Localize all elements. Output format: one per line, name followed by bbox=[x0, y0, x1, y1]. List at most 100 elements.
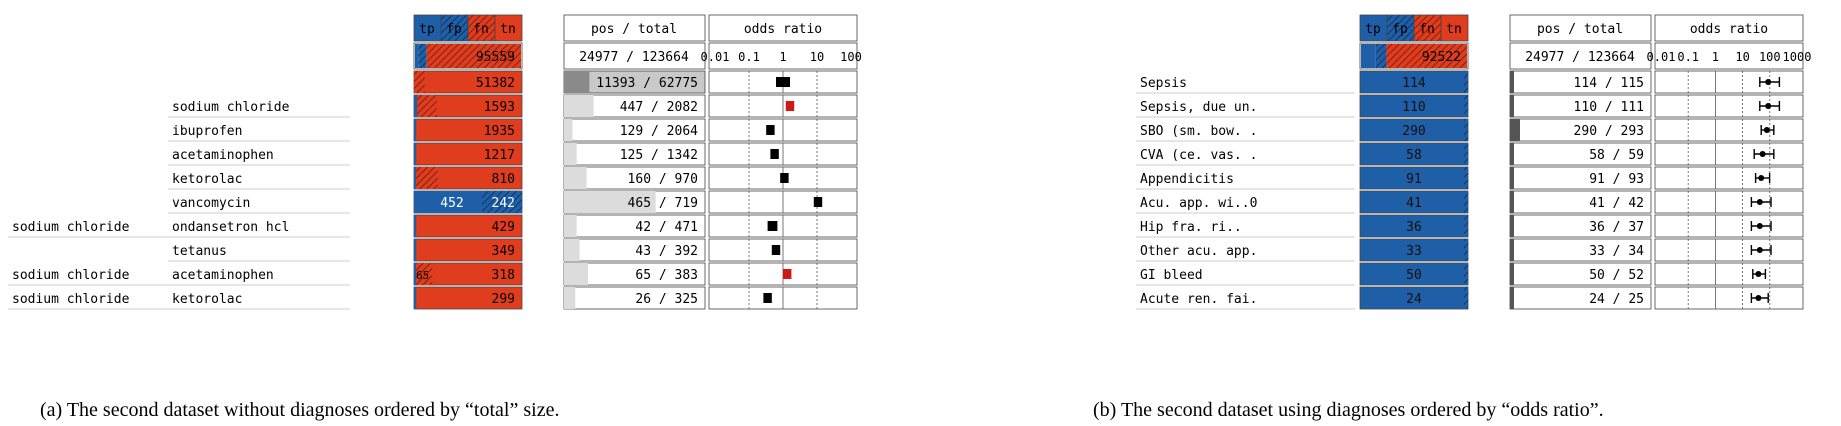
header-tp-cell bbox=[413, 14, 442, 42]
panel-a-caption: (a) The second dataset without diagnoses… bbox=[40, 399, 559, 421]
tp-segment bbox=[414, 167, 417, 189]
fn-segment bbox=[1464, 191, 1468, 213]
header-tp-label: tp bbox=[419, 22, 435, 37]
tp-segment bbox=[414, 143, 417, 165]
fn-segment bbox=[1464, 167, 1468, 189]
panel-b-rows: Sepsis 114 114 / 115 Sepsis, due un. 110 110 … bbox=[1136, 70, 1804, 310]
table-row: tetanus 349 43 / 392 bbox=[168, 238, 858, 262]
postotal-fill bbox=[1510, 143, 1514, 165]
odds-point bbox=[813, 197, 823, 207]
panel-b-header: tp fp fn tn pos / total odds ratio bbox=[1359, 14, 1804, 42]
table-row: sodium chloride ondansetron hcl 429 42 / 47… bbox=[8, 214, 858, 238]
table-row: Sepsis 114 114 / 115 bbox=[1136, 70, 1804, 94]
tp-segment bbox=[414, 95, 418, 117]
table-row: vancomycin 452 242 465 / 719 bbox=[168, 190, 858, 214]
fn-count: 51382 bbox=[476, 76, 515, 91]
fn-segment bbox=[1464, 95, 1468, 117]
odds-point bbox=[766, 125, 775, 135]
postotal-fill bbox=[564, 215, 577, 237]
odds-point bbox=[1758, 175, 1765, 181]
postotal-fill bbox=[564, 143, 577, 165]
row-label: Acute ren. fai. bbox=[1140, 292, 1257, 307]
postotal-fill bbox=[564, 167, 587, 189]
tp-count: 110 bbox=[1402, 100, 1425, 115]
table-row: GI bleed 50 50 / 52 bbox=[1136, 262, 1804, 286]
row-label: Hip fra. ri.. bbox=[1140, 220, 1242, 235]
row-label: Appendicitis bbox=[1140, 172, 1234, 187]
table-row: Acute ren. fai. 24 24 / 25 bbox=[1136, 286, 1804, 310]
row-label-secondary: tetanus bbox=[172, 244, 227, 259]
odds-tick-label: 100 bbox=[840, 50, 862, 64]
table-row: acetaminophen 1217 125 / 1342 bbox=[168, 142, 858, 166]
header-postotal-cell bbox=[1509, 14, 1652, 42]
odds-point bbox=[1756, 247, 1763, 253]
row-label: GI bleed bbox=[1140, 268, 1203, 283]
fn-segment bbox=[1464, 263, 1468, 285]
panel-a-rows: 51382 11393 / 62775 sodium chloride 1593 447… bbox=[8, 70, 858, 310]
row-label-secondary: ketorolac bbox=[172, 292, 242, 307]
odds-tick-label: 0.01 bbox=[701, 50, 730, 64]
header-odds-label: odds ratio bbox=[744, 22, 822, 37]
fn-segment bbox=[1464, 71, 1468, 93]
odds-point bbox=[770, 149, 779, 159]
fp-segment bbox=[416, 167, 438, 189]
postotal-value: 26 / 325 bbox=[635, 292, 698, 307]
row-label-secondary: ketorolac bbox=[172, 172, 242, 187]
odds-tick-label: 1000 bbox=[1783, 50, 1812, 64]
header-fp-label: fp bbox=[1392, 22, 1408, 37]
table-row: Hip fra. ri.. 36 36 / 37 bbox=[1136, 214, 1804, 238]
table-row: Other acu. app. 33 33 / 34 bbox=[1136, 238, 1804, 262]
row-label-primary: sodium chloride bbox=[12, 220, 130, 235]
fn-segment bbox=[1464, 119, 1468, 141]
row-label-secondary: acetaminophen bbox=[172, 148, 274, 163]
postotal-fill bbox=[564, 71, 590, 93]
summary-bar-fn-segment bbox=[426, 44, 521, 68]
summary-bar-value: 92522 bbox=[1422, 50, 1461, 65]
odds-point bbox=[776, 77, 790, 87]
fn-segment bbox=[1464, 287, 1468, 309]
tp-count: 36 bbox=[1406, 220, 1422, 235]
header-fn-label: fn bbox=[1419, 22, 1435, 37]
postotal-value: 58 / 59 bbox=[1589, 148, 1644, 163]
header-postotal-cell bbox=[563, 14, 706, 42]
row-label-secondary: acetaminophen bbox=[172, 268, 274, 283]
odds-point bbox=[783, 269, 792, 279]
postotal-fill bbox=[1510, 167, 1514, 189]
fp-segment bbox=[414, 71, 425, 93]
summary-bar-tp-segment bbox=[1361, 44, 1376, 68]
tp-count: 114 bbox=[1402, 76, 1426, 91]
odds-cell bbox=[1654, 94, 1804, 118]
tp-count: 50 bbox=[1406, 268, 1422, 283]
table-row: CVA (ce. vas. . 58 58 / 59 bbox=[1136, 142, 1804, 166]
row-label-secondary: vancomycin bbox=[172, 196, 250, 211]
postotal-fill bbox=[564, 95, 594, 117]
tp-count: 58 bbox=[1406, 148, 1422, 163]
table-row: ketorolac 810 160 / 970 bbox=[168, 166, 858, 190]
table-row: Sepsis, due un. 110 110 / 111 bbox=[1136, 94, 1804, 118]
tp-count: 452 bbox=[440, 196, 463, 211]
row-label: Acu. app. wi..0 bbox=[1140, 196, 1257, 211]
odds-cell bbox=[1654, 238, 1804, 262]
tp-segment bbox=[414, 287, 417, 309]
postotal-value: 36 / 37 bbox=[1589, 220, 1644, 235]
postotal-value: 42 / 471 bbox=[635, 220, 698, 235]
header-tn-cell bbox=[494, 14, 523, 42]
odds-point bbox=[1763, 127, 1770, 133]
row-label-primary: sodium chloride bbox=[12, 292, 130, 307]
header-postotal-label: pos / total bbox=[591, 22, 677, 37]
header-odds-cell bbox=[1654, 14, 1804, 42]
postotal-value: 114 / 115 bbox=[1574, 76, 1644, 91]
tp-count: 91 bbox=[1406, 172, 1422, 187]
tp-count: 41 bbox=[1406, 196, 1422, 211]
odds-point bbox=[1759, 151, 1766, 157]
tp-segment bbox=[414, 263, 417, 285]
postotal-fill bbox=[1510, 239, 1514, 261]
odds-point bbox=[1765, 103, 1772, 109]
postotal-fill bbox=[1510, 263, 1514, 285]
summary-bar-fp-segment bbox=[418, 44, 427, 68]
odds-tick-label: 100 bbox=[1759, 50, 1781, 64]
postotal-value: 91 / 93 bbox=[1589, 172, 1644, 187]
summary-postotal: 24977 / 123664 bbox=[579, 50, 689, 65]
odds-cell bbox=[1654, 214, 1804, 238]
